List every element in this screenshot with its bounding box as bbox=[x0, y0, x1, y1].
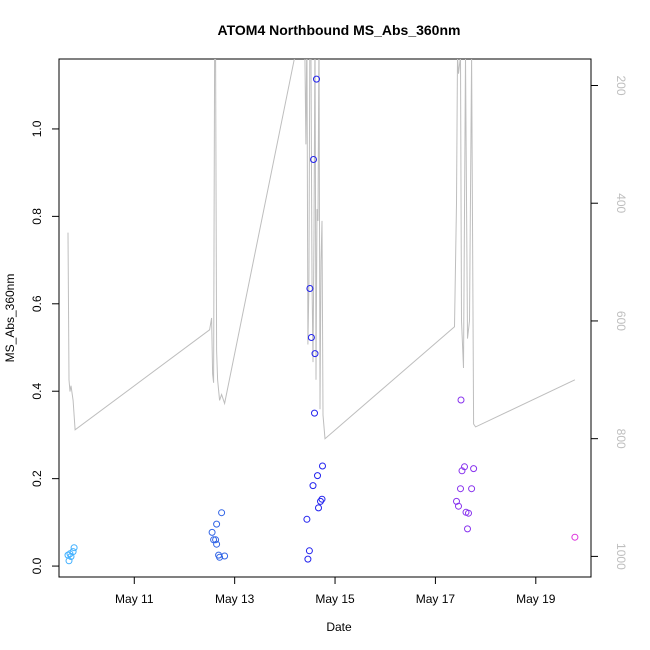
x-tick-label: May 17 bbox=[416, 592, 456, 606]
data-point bbox=[221, 552, 229, 560]
data-point bbox=[70, 544, 78, 552]
y2-axis: 200 400 600 800 1000 bbox=[590, 75, 628, 570]
y-tick-label: 0.2 bbox=[30, 470, 44, 487]
data-point bbox=[470, 465, 478, 473]
data-point bbox=[212, 536, 220, 544]
chart-title: ATOM4 Northbound MS_Abs_360nm bbox=[218, 22, 461, 38]
data-point bbox=[311, 409, 318, 417]
data-point bbox=[306, 285, 314, 292]
x-tick-label: May 13 bbox=[215, 592, 255, 606]
y-tick-label: 1.0 bbox=[30, 120, 44, 137]
data-point bbox=[313, 75, 320, 83]
data-point bbox=[318, 495, 326, 503]
data-point bbox=[213, 520, 221, 528]
y2-tick-label: 800 bbox=[614, 429, 628, 449]
x-tick-label: May 19 bbox=[516, 592, 556, 606]
data-point bbox=[311, 350, 319, 358]
data-point bbox=[218, 509, 226, 517]
data-point bbox=[304, 555, 312, 563]
data-point bbox=[457, 396, 465, 404]
data-point bbox=[468, 485, 476, 493]
points-layer bbox=[64, 75, 579, 565]
data-point bbox=[305, 547, 313, 555]
data-point bbox=[455, 502, 462, 510]
x-axis-label: Date bbox=[326, 620, 352, 634]
data-point bbox=[303, 515, 311, 523]
x-tick-label: May 11 bbox=[115, 592, 154, 606]
y2-tick-label: 1000 bbox=[614, 543, 628, 570]
x-axis: May 11 May 13 May 15 May 17 May 19 bbox=[115, 576, 556, 606]
data-point bbox=[465, 509, 472, 517]
data-point bbox=[69, 548, 77, 556]
y-tick-label: 0.0 bbox=[30, 557, 44, 574]
data-point bbox=[319, 462, 326, 470]
data-point bbox=[310, 156, 317, 163]
data-point bbox=[464, 525, 471, 533]
data-point bbox=[208, 528, 216, 536]
data-point bbox=[315, 504, 322, 512]
y-axis-label: MS_Abs_360nm bbox=[3, 274, 17, 363]
secondary-line bbox=[67, 59, 576, 440]
data-point bbox=[314, 472, 321, 480]
secondary-line-layer bbox=[67, 59, 576, 440]
data-point bbox=[216, 553, 224, 561]
data-point bbox=[309, 482, 317, 490]
data-point bbox=[571, 533, 579, 541]
data-point bbox=[65, 557, 73, 565]
y-tick-label: 0.4 bbox=[30, 383, 44, 400]
data-point bbox=[213, 540, 221, 548]
data-point bbox=[457, 485, 464, 493]
y-tick-label: 0.6 bbox=[30, 295, 44, 312]
y2-tick-label: 200 bbox=[614, 75, 628, 95]
y-axis: 0.0 0.2 0.4 0.6 0.8 1.0 bbox=[30, 120, 60, 574]
data-point bbox=[307, 334, 315, 341]
y-tick-label: 0.8 bbox=[30, 208, 44, 225]
y2-tick-label: 400 bbox=[614, 193, 628, 213]
x-tick-label: May 15 bbox=[315, 592, 355, 606]
data-point bbox=[461, 463, 468, 471]
y2-tick-label: 600 bbox=[614, 311, 628, 331]
